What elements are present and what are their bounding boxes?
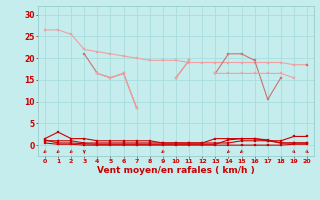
X-axis label: Vent moyen/en rafales ( km/h ): Vent moyen/en rafales ( km/h ) bbox=[97, 166, 255, 175]
